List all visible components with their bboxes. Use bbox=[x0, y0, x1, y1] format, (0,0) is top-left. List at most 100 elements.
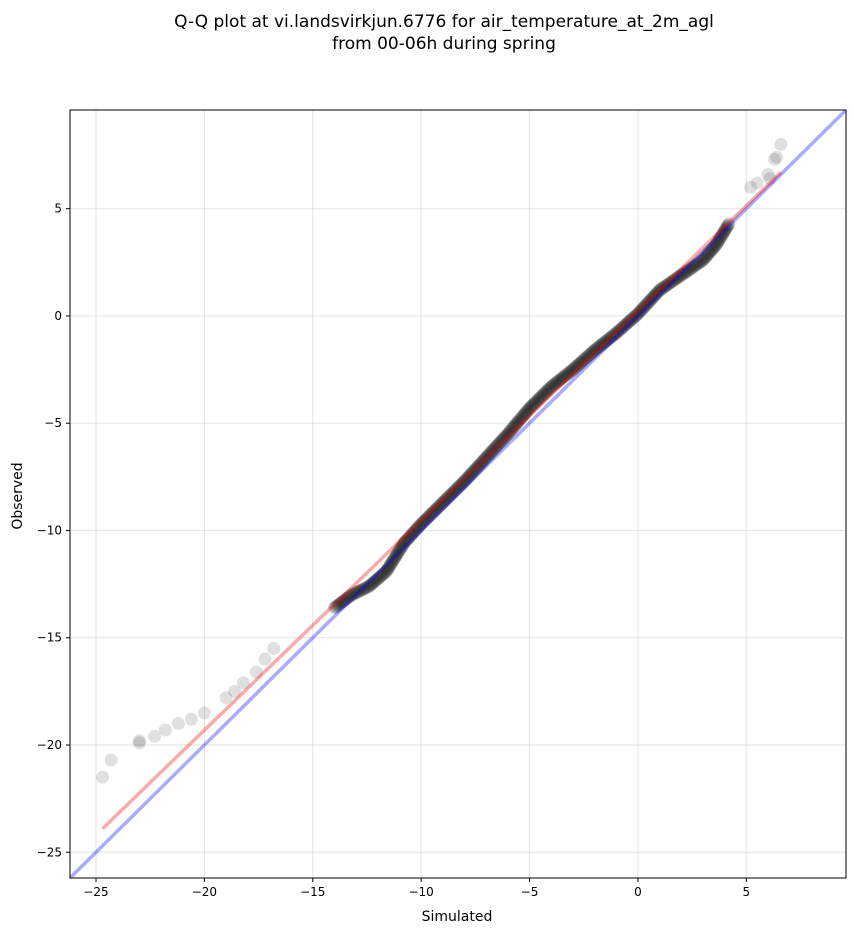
qq-point bbox=[609, 326, 623, 340]
qq-point bbox=[719, 221, 733, 235]
qq-point bbox=[334, 596, 348, 610]
qq-point bbox=[678, 265, 692, 279]
qq-point bbox=[375, 568, 389, 582]
qq-point bbox=[343, 589, 357, 603]
qq-point bbox=[538, 386, 552, 400]
qq-point bbox=[567, 361, 581, 375]
qq-point bbox=[441, 491, 455, 505]
qq-point bbox=[713, 231, 727, 245]
qq-point bbox=[530, 394, 544, 408]
qq-point bbox=[370, 572, 384, 586]
qq-point bbox=[708, 239, 722, 253]
qq-point bbox=[719, 222, 733, 236]
qq-point bbox=[710, 237, 724, 251]
qq-point bbox=[716, 227, 730, 241]
qq-point bbox=[407, 526, 421, 540]
qq-point bbox=[132, 734, 146, 748]
qq-point bbox=[651, 284, 665, 298]
qq-point bbox=[653, 283, 667, 297]
qq-point bbox=[481, 448, 495, 462]
qq-point bbox=[401, 531, 415, 545]
qq-point bbox=[499, 429, 513, 443]
qq-point bbox=[531, 392, 545, 406]
qq-point bbox=[588, 343, 602, 357]
qq-point bbox=[715, 228, 729, 242]
qq-point bbox=[682, 263, 696, 277]
qq-point bbox=[478, 452, 492, 466]
y-tick-label: −15 bbox=[37, 631, 62, 645]
qq-point bbox=[574, 355, 588, 369]
qq-point bbox=[450, 481, 464, 495]
qq-point bbox=[637, 300, 651, 314]
qq-point bbox=[148, 729, 162, 743]
qq-point bbox=[236, 676, 250, 690]
qq-point bbox=[552, 374, 566, 388]
data-points bbox=[96, 137, 788, 784]
y-tick-label: −10 bbox=[37, 523, 62, 537]
qq-point bbox=[578, 351, 592, 365]
qq-point bbox=[677, 266, 691, 280]
qq-point bbox=[544, 380, 558, 394]
qq-point bbox=[391, 546, 405, 560]
qq-point bbox=[462, 469, 476, 483]
qq-point bbox=[722, 217, 736, 231]
qq-point bbox=[444, 488, 458, 502]
qq-point bbox=[534, 390, 548, 404]
qq-point bbox=[454, 478, 468, 492]
qq-point bbox=[405, 527, 419, 541]
qq-point bbox=[490, 439, 504, 453]
qq-point bbox=[549, 376, 563, 390]
qq-point bbox=[569, 359, 583, 373]
qq-point bbox=[503, 424, 517, 438]
qq-point bbox=[388, 550, 402, 564]
qq-point bbox=[583, 347, 597, 361]
qq-point bbox=[660, 278, 674, 292]
qq-point bbox=[502, 425, 516, 439]
x-tick-label: −15 bbox=[300, 885, 325, 899]
qq-point bbox=[592, 339, 606, 353]
grid-lines bbox=[70, 110, 846, 878]
qq-point bbox=[395, 540, 409, 554]
qq-point bbox=[591, 340, 605, 354]
qq-point bbox=[486, 443, 500, 457]
x-axis-label: Simulated bbox=[422, 909, 493, 925]
qq-point bbox=[466, 465, 480, 479]
qq-point bbox=[545, 379, 559, 393]
qq-point bbox=[586, 344, 600, 358]
qq-point bbox=[665, 274, 679, 288]
qq-point bbox=[513, 413, 527, 427]
qq-point bbox=[650, 286, 664, 300]
qq-point bbox=[721, 219, 735, 233]
qq-point bbox=[563, 365, 577, 379]
qq-point bbox=[426, 505, 440, 519]
qq-point bbox=[618, 318, 632, 332]
qq-point bbox=[540, 384, 554, 398]
qq-point bbox=[710, 236, 724, 250]
qq-point bbox=[524, 400, 538, 414]
qq-point bbox=[458, 474, 472, 488]
qq-point bbox=[680, 265, 694, 279]
qq-point bbox=[706, 241, 720, 255]
qq-point bbox=[373, 570, 387, 584]
qq-point bbox=[447, 484, 461, 498]
qq-point bbox=[631, 307, 645, 321]
qq-point bbox=[420, 511, 434, 525]
qq-point bbox=[327, 601, 341, 615]
qq-point bbox=[634, 304, 648, 318]
qq-point bbox=[611, 324, 625, 338]
qq-point bbox=[641, 296, 655, 310]
qq-point bbox=[620, 317, 634, 331]
reference-lines bbox=[70, 110, 846, 878]
qq-point bbox=[509, 417, 523, 431]
title-line-1: Q-Q plot at vi.landsvirkjun.6776 for air… bbox=[174, 12, 714, 32]
qq-point bbox=[442, 490, 456, 504]
qq-point bbox=[429, 503, 443, 517]
qq-point bbox=[425, 506, 439, 520]
qq-point bbox=[453, 478, 467, 492]
qq-point bbox=[670, 271, 684, 285]
qq-point bbox=[535, 389, 549, 403]
qq-point bbox=[632, 306, 646, 320]
qq-point bbox=[673, 269, 687, 283]
qq-point bbox=[197, 706, 211, 720]
qq-point bbox=[346, 587, 360, 601]
